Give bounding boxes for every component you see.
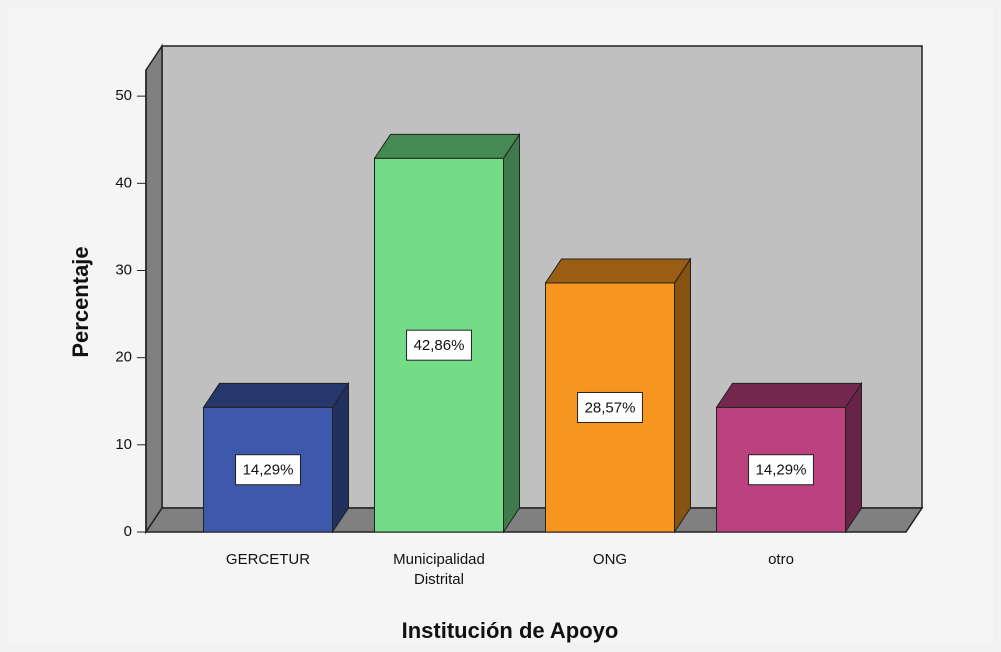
- bar-top: [202, 382, 350, 408]
- value-label-box: [748, 454, 814, 486]
- bar-side: [674, 257, 691, 534]
- y-axis-title: Percentaje: [68, 246, 93, 357]
- value-label-box: [235, 454, 301, 486]
- value-label: 42,86%: [414, 337, 465, 354]
- x-tick-label-line: Municipalidad: [393, 551, 485, 568]
- value-label: 28,57%: [585, 399, 636, 416]
- x-tick-label: otro: [768, 551, 794, 568]
- y-tick-label: 30: [115, 261, 132, 278]
- bar-side: [332, 381, 349, 534]
- x-tick-label: GERCETUR: [226, 551, 310, 568]
- bar-side: [845, 381, 862, 534]
- x-tick-label: ONG: [593, 551, 627, 568]
- y-tick-label: 50: [115, 87, 132, 104]
- y-tick-label: 20: [115, 349, 132, 366]
- value-label: 14,29%: [756, 462, 807, 479]
- x-tick-label-line: Distrital: [414, 571, 464, 588]
- bar-top: [715, 382, 863, 408]
- side-wall: [145, 43, 163, 535]
- bar-top: [373, 133, 521, 159]
- value-label: 14,29%: [243, 462, 294, 479]
- x-tick-label: Municipalidad Distrital: [393, 551, 485, 588]
- y-tick-label: 10: [115, 436, 132, 453]
- y-tick-label: 40: [115, 174, 132, 191]
- value-label-box: [577, 391, 643, 423]
- value-label-box: [406, 329, 472, 361]
- y-tick-label: 0: [124, 523, 132, 540]
- x-axis-title: Institución de Apoyo: [402, 618, 619, 643]
- bar-top: [544, 258, 692, 284]
- bar-side: [503, 132, 520, 534]
